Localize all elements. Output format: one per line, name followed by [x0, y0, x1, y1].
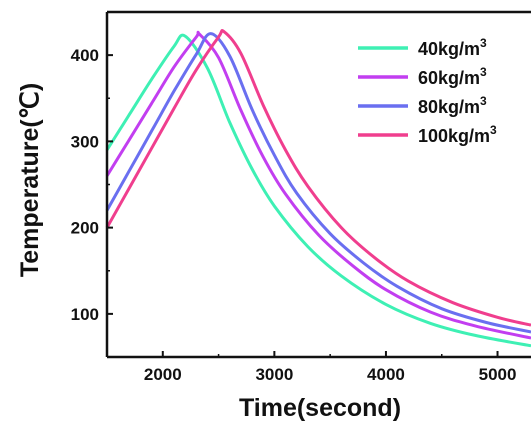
- legend-label-base: 40kg/m: [418, 39, 480, 59]
- legend-label-superscript: 3: [480, 36, 487, 50]
- y-tick-label: 400: [71, 46, 99, 65]
- legend-label-base: 100kg/m: [418, 126, 490, 146]
- series-line-2: [105, 32, 531, 334]
- legend-label-base: 60kg/m: [418, 68, 480, 88]
- x-ticks: 2000 3000 4000 5000: [106, 351, 517, 384]
- legend-label: 40kg/m3: [418, 36, 487, 59]
- x-tick-label: 2000: [144, 365, 182, 384]
- series-line-1: [105, 30, 531, 340]
- legend-label-superscript: 3: [480, 65, 487, 79]
- x-tick-label: 5000: [479, 365, 517, 384]
- y-tick-label: 300: [71, 132, 99, 151]
- y-tick-label: 200: [71, 219, 99, 238]
- plot-lines: [105, 29, 531, 348]
- y-axis-title: Temperature(℃): [16, 83, 44, 277]
- legend-label-base: 80kg/m: [418, 97, 480, 117]
- legend-label: 80kg/m3: [418, 94, 487, 117]
- series-line-0: [105, 33, 531, 348]
- legend-label-superscript: 3: [480, 94, 487, 108]
- series-line-3: [105, 29, 531, 327]
- x-tick-label: 3000: [255, 365, 293, 384]
- legend-label: 60kg/m3: [418, 65, 487, 88]
- x-axis-title: Time(second): [239, 394, 401, 422]
- y-ticks: 100 200 300 400: [71, 11, 113, 324]
- legend-label: 100kg/m3: [418, 123, 497, 146]
- x-tick-label: 4000: [367, 365, 405, 384]
- legend-label-superscript: 3: [490, 123, 497, 137]
- y-tick-label: 100: [71, 305, 99, 324]
